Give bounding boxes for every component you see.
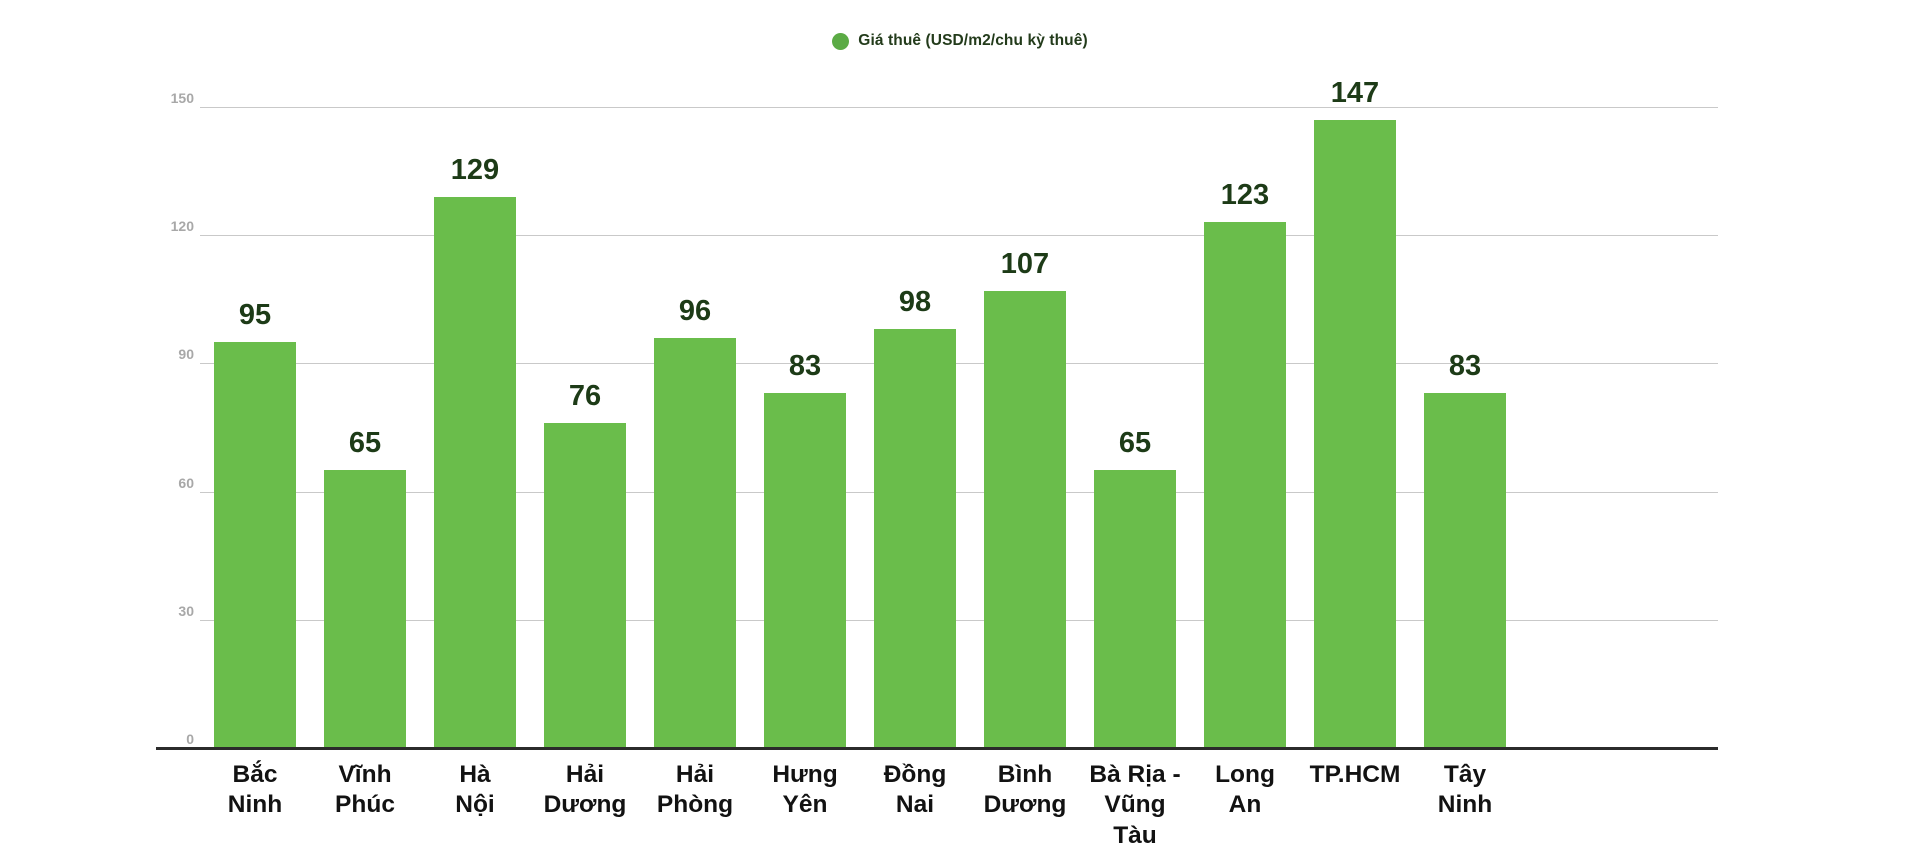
bar[interactable] (654, 337, 736, 748)
gridline (200, 363, 1718, 365)
x-axis-category-line: Bà Rịa - (1089, 761, 1181, 788)
bar-value-label: 95 (238, 299, 272, 332)
bar[interactable] (1424, 393, 1506, 748)
x-axis-category-label: Hưng Yên (750, 760, 860, 851)
x-axis-category-label: Long An (1190, 760, 1300, 851)
bar-value-label: 83 (788, 350, 822, 383)
gridline (200, 235, 1718, 237)
gridline (200, 107, 1718, 108)
bar-value-label: 98 (898, 286, 932, 319)
x-axis-category-line: Vĩnh (338, 761, 392, 788)
bar-slot[interactable]: 98 (860, 107, 970, 748)
y-axis-tick-label: 150 (170, 90, 194, 106)
gridline (200, 491, 1718, 493)
x-axis-category-label: Đồng Nai (860, 760, 970, 851)
bar-value-label: 107 (1000, 247, 1050, 280)
x-axis-category-line: Hà (459, 761, 491, 788)
bar-value-label: 147 (1330, 76, 1380, 109)
x-axis-line (156, 747, 1718, 750)
plot-area: 0 30 60 90 120 150 95 65 129 76 96 83 98 107 65 123 147… (156, 78, 1718, 750)
x-axis-category-line: Ninh (227, 791, 283, 819)
x-axis-category-line: Long (1215, 761, 1275, 788)
x-axis-category-line: Nội (455, 791, 495, 819)
chart-legend: Giá thuê (USD/m2/chu kỳ thuê) (0, 32, 1920, 50)
bar[interactable] (764, 393, 846, 748)
bar[interactable] (324, 470, 406, 748)
y-axis-tick-label: 0 (186, 731, 194, 747)
x-axis-category-label: Bà Rịa - Vũng Tàu (1080, 760, 1190, 851)
gridline (200, 619, 1718, 621)
x-axis-category-line: TP.HCM (1309, 761, 1401, 788)
bar-value-label: 65 (1118, 427, 1152, 460)
bar[interactable] (874, 329, 956, 748)
x-axis-category-line: Phúc (335, 791, 395, 819)
bar-value-label: 96 (678, 294, 712, 327)
bar[interactable] (544, 423, 626, 748)
y-axis-tick-label: 120 (170, 218, 194, 235)
bar[interactable] (1204, 222, 1286, 748)
bar-value-label: 65 (348, 427, 382, 460)
bar[interactable] (984, 290, 1066, 748)
bar[interactable] (434, 196, 516, 748)
bar-value-label: 129 (450, 153, 500, 186)
bar-value-label: 83 (1448, 350, 1482, 383)
legend-label: Giá thuê (USD/m2/chu kỳ thuê) (858, 32, 1088, 49)
bar-slot[interactable]: 95 (200, 107, 310, 748)
x-axis-category-line: Phòng (656, 791, 734, 819)
x-axis-category-label: Tây Ninh (1410, 760, 1520, 851)
x-axis-category-line: Tây (1443, 761, 1487, 788)
x-axis-category-line: Hải (565, 761, 605, 788)
x-axis-labels: Bắc Ninh Vĩnh Phúc Hà Nội Hải Dương Hải Phòng Hưng… (200, 760, 1718, 851)
x-axis-category-line: Hải (675, 761, 715, 788)
bar-slot[interactable]: 107 (970, 107, 1080, 748)
x-axis-category-label: Bình Dương (970, 760, 1080, 851)
x-axis-category-label: Hà Nội (420, 760, 530, 851)
x-axis-category-line: Nai (895, 791, 935, 819)
y-axis-tick-label: 90 (178, 346, 194, 363)
x-axis-category-line: Vũng Tàu (1104, 791, 1166, 849)
x-axis-category-line: Yên (782, 791, 828, 819)
x-axis-category-line: Dương (983, 791, 1067, 819)
bar-slot[interactable]: 123 (1190, 107, 1300, 748)
bar-slot[interactable]: 147 (1300, 78, 1410, 748)
bar-value-label: 76 (568, 380, 602, 413)
x-axis-category-line: Dương (543, 791, 627, 819)
bar-slot[interactable]: 76 (530, 107, 640, 748)
bar-slot[interactable]: 83 (1410, 107, 1520, 748)
x-axis-category-label: TP.HCM (1300, 760, 1410, 851)
x-axis-category-line: Bắc (232, 761, 278, 788)
x-axis-category-label: Hải Dương (530, 760, 640, 851)
bar[interactable] (1094, 470, 1176, 748)
bar-slot[interactable]: 129 (420, 107, 530, 748)
bar-slot[interactable]: 83 (750, 107, 860, 748)
x-axis-category-line: An (1228, 791, 1262, 819)
x-axis-category-line: Bình (997, 761, 1053, 788)
bar-slot[interactable]: 65 (1080, 107, 1190, 748)
x-axis-category-label: Hải Phòng (640, 760, 750, 851)
legend-circle-icon (832, 32, 850, 50)
bar-slot[interactable]: 96 (640, 107, 750, 748)
x-axis-category-line: Ninh (1437, 791, 1493, 819)
x-axis-category-line: Hưng (772, 761, 838, 788)
x-axis-category-label: Bắc Ninh (200, 760, 310, 851)
bars-container: 95 65 129 76 96 83 98 107 65 123 147 83 (200, 78, 1718, 748)
bar[interactable] (1314, 119, 1396, 748)
y-axis-tick-label: 30 (178, 602, 194, 619)
x-axis-category-label: Vĩnh Phúc (310, 760, 420, 851)
bar-value-label: 123 (1220, 179, 1270, 212)
x-axis-category-line: Đồng (883, 761, 947, 788)
bar-slot[interactable]: 65 (310, 107, 420, 748)
y-axis-tick-label: 60 (178, 474, 194, 491)
bar[interactable] (214, 342, 296, 748)
